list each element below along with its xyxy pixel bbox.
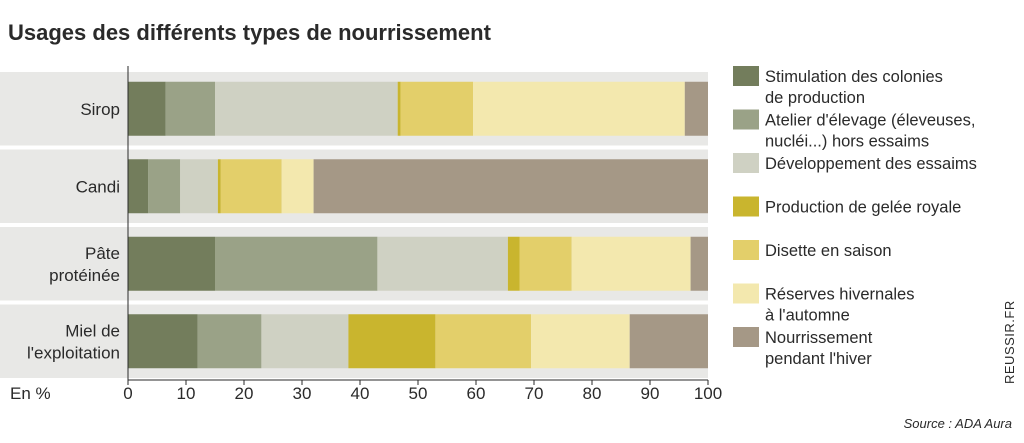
bars xyxy=(128,81,708,369)
x-tick-label: 10 xyxy=(177,384,196,403)
x-tick-label: 80 xyxy=(583,384,602,403)
legend-label: Stimulation des colonies de production xyxy=(765,68,943,107)
bar-segment xyxy=(215,236,378,291)
bar-segment xyxy=(128,159,149,214)
bar-segment xyxy=(377,236,508,291)
legend-swatch xyxy=(733,196,759,217)
bar-segment xyxy=(261,314,349,369)
legend-swatch xyxy=(733,66,759,86)
x-tick-label: 60 xyxy=(467,384,486,403)
legend-swatch xyxy=(733,283,759,304)
legend-swatch xyxy=(733,240,759,260)
legend-swatch xyxy=(733,153,759,173)
bar-segment xyxy=(128,236,215,291)
bar-segment xyxy=(348,314,436,369)
legend: Stimulation des colonies de production Ate… xyxy=(733,66,977,368)
bar-segment xyxy=(128,314,198,369)
bar-segment xyxy=(165,81,215,136)
bar-segment xyxy=(215,81,398,136)
category-label: Pâte protéinée xyxy=(49,244,120,285)
legend-swatch xyxy=(733,109,759,130)
bar-segment xyxy=(629,314,708,369)
bar-segment xyxy=(220,159,282,214)
bar-segment xyxy=(217,159,221,214)
bar-segment xyxy=(128,81,166,136)
x-tick-label: 30 xyxy=(293,384,312,403)
x-axis: 0 10 20 30 40 50 60 70 80 90 100 xyxy=(123,66,722,403)
legend-label: Atelier d'élevage (éleveuses, nucléi...) … xyxy=(765,112,975,151)
bar-segment xyxy=(571,236,691,291)
bar-segment xyxy=(397,81,401,136)
x-tick-label: 90 xyxy=(641,384,660,403)
bar-segment xyxy=(400,81,474,136)
bar-segment xyxy=(690,236,708,291)
x-tick-label: 70 xyxy=(525,384,544,403)
bar-segment xyxy=(531,314,630,369)
legend-label: Réserves hivernales à l'automne xyxy=(765,286,914,325)
legend-label: Disette en saison xyxy=(765,242,892,260)
bar-segment xyxy=(519,236,572,291)
bar-segment xyxy=(507,236,520,291)
bar-segment xyxy=(180,159,218,214)
bar-segment xyxy=(281,159,314,214)
legend-label: Développement des essaims xyxy=(765,155,977,173)
source-note: Source : ADA Aura xyxy=(904,416,1012,431)
chart-title: Usages des différents types de nourrisse… xyxy=(8,20,492,45)
bar-segment xyxy=(473,81,685,136)
bar-segment xyxy=(313,159,708,214)
bar-segment xyxy=(684,81,708,136)
x-tick-label: 40 xyxy=(351,384,370,403)
x-tick-label: 20 xyxy=(235,384,254,403)
x-tick-label: 100 xyxy=(694,384,722,403)
x-axis-unit-label: En % xyxy=(10,384,51,403)
legend-label: Production de gelée royale xyxy=(765,199,961,217)
credit-watermark: REUSSIR.FR xyxy=(1002,300,1017,384)
category-label: Candi xyxy=(76,177,120,196)
x-tick-label: 50 xyxy=(409,384,428,403)
x-tick-label: 0 xyxy=(123,384,132,403)
category-labels: Sirop Candi Pâte protéinée Miel de l'exploita… xyxy=(27,100,120,363)
bar-segment xyxy=(197,314,262,369)
legend-label: Nourrissement pendant l'hiver xyxy=(765,329,873,368)
category-label: Sirop xyxy=(80,100,120,119)
category-label: Miel de l'exploitation xyxy=(27,321,120,362)
bar-segment xyxy=(148,159,181,214)
bar-segment xyxy=(435,314,532,369)
legend-swatch xyxy=(733,327,759,347)
